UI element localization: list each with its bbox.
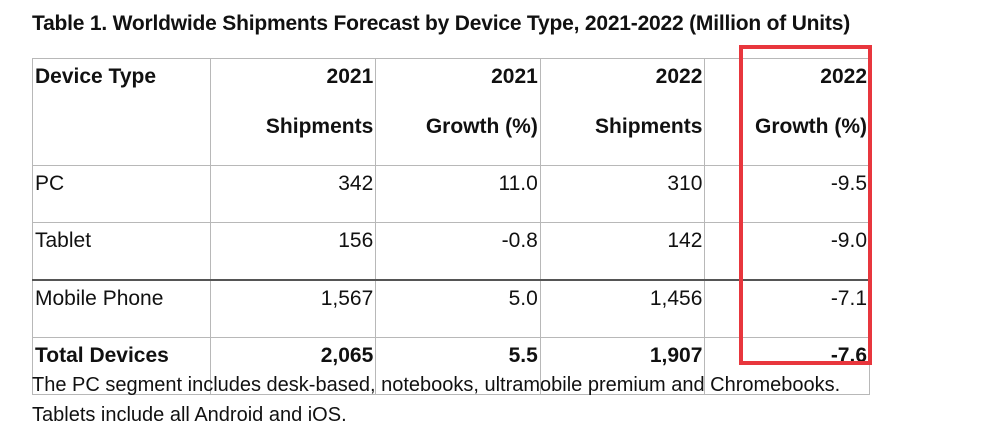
table-row-total: Total Devices 2,065 5.5 1,907 -7.6 (32, 337, 870, 395)
header-label: Device Type (35, 65, 157, 88)
cell-device: Tablet (32, 222, 211, 281)
header-2021-shipments: 2021 Shipments (209, 58, 377, 166)
cell-2022-growth: -9.5 (704, 165, 870, 223)
cell-2022-growth: -7.6 (704, 337, 870, 395)
table-title: Table 1. Worldwide Shipments Forecast by… (32, 12, 850, 35)
cell-device: PC (32, 165, 211, 223)
table-header-row: Device Type 2021 Shipments 2021 Growth (… (32, 58, 870, 166)
cell-2022-shipments: 142 (539, 222, 706, 281)
header-device-type: Device Type (32, 58, 211, 166)
table-row-pc: PC 342 11.0 310 -9.5 (32, 165, 870, 223)
cell-2022-shipments: 1,456 (539, 279, 706, 338)
cell-2021-growth: 5.0 (375, 279, 541, 338)
header-metric: Shipments (595, 115, 703, 138)
note-line-tablets: Tablets include all Android and iOS. (32, 404, 347, 426)
cell-device: Mobile Phone (32, 279, 211, 338)
header-metric: Shipments (265, 115, 374, 138)
cell-2021-growth: -0.8 (375, 222, 541, 281)
header-2022-growth: 2022 Growth (%) (704, 58, 870, 166)
header-metric: Growth (%) (755, 115, 867, 138)
note-line-pc: The PC segment includes desk-based, note… (32, 374, 841, 396)
header-year: 2021 (326, 65, 374, 88)
shipments-table: Device Type 2021 Shipments 2021 Growth (… (32, 58, 870, 395)
table-notes: The PC segment includes desk-based, note… (32, 370, 840, 430)
header-year: 2021 (491, 65, 538, 88)
cell-2021-shipments: 156 (209, 222, 377, 281)
header-2021-growth: 2021 Growth (%) (375, 58, 541, 166)
cell-2021-shipments: 1,567 (209, 279, 377, 338)
cell-2022-growth: -9.0 (704, 222, 870, 281)
cell-2022-growth: -7.1 (704, 279, 870, 338)
header-metric: Growth (%) (425, 115, 538, 138)
cell-2021-growth: 11.0 (375, 165, 541, 223)
cell-2022-shipments: 310 (539, 165, 706, 223)
cell-2022-shipments: 1,907 (539, 337, 706, 395)
header-2022-shipments: 2022 Shipments (539, 58, 706, 166)
cell-2021-shipments: 342 (209, 165, 377, 223)
cell-2021-shipments: 2,065 (209, 337, 377, 395)
header-year: 2022 (820, 65, 867, 88)
table-row-tablet: Tablet 156 -0.8 142 -9.0 (32, 222, 870, 281)
table-row-mobile-phone: Mobile Phone 1,567 5.0 1,456 -7.1 (32, 279, 870, 338)
cell-device: Total Devices (32, 337, 211, 395)
header-year: 2022 (655, 65, 703, 88)
